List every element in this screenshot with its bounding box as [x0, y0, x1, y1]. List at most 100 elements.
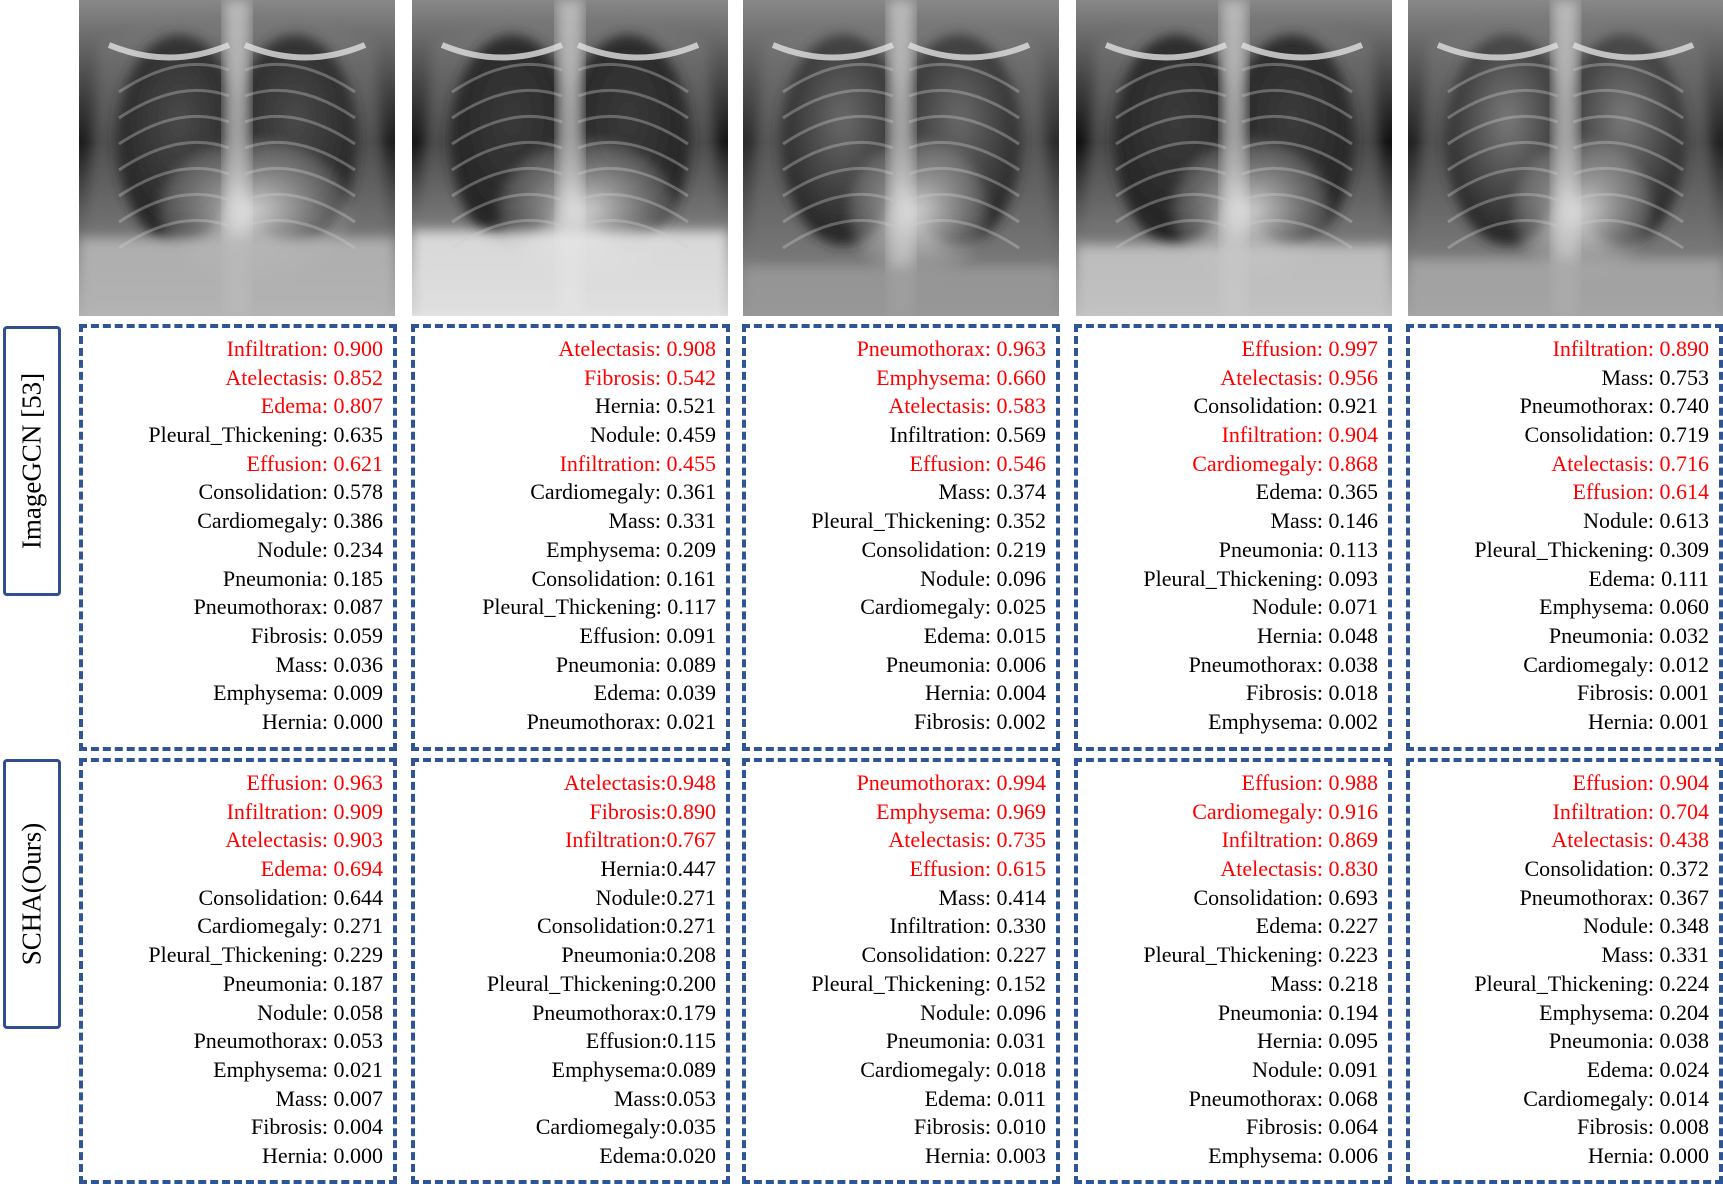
prediction-item: Nodule: 0.234: [257, 536, 383, 562]
prediction-panel-row2-col1: Effusion: 0.963 Infiltration: 0.909 Atelec…: [79, 758, 397, 1184]
prediction-item: Infiltration: 0.904: [1221, 422, 1378, 448]
prediction-item: Atelectasis: 0.852: [225, 364, 383, 390]
prediction-item: Emphysema:0.089: [551, 1056, 716, 1082]
prediction-panel-row2-col3: Pneumothorax: 0.994 Emphysema: 0.969 Atele…: [742, 758, 1060, 1184]
prediction-panel-row1-col5: Infiltration: 0.890 Mass: 0.753 Pneumothor…: [1406, 324, 1723, 751]
prediction-item: Hernia:0.447: [600, 856, 716, 882]
prediction-item: Nodule: 0.348: [1583, 913, 1709, 939]
prediction-item: Effusion: 0.615: [909, 856, 1046, 882]
prediction-list: Pneumothorax: 0.963 Emphysema: 0.660 Atele…: [811, 335, 1046, 737]
prediction-item: Pleural_Thickening:0.200: [486, 970, 716, 996]
xray-drawing: [1408, 0, 1723, 316]
prediction-item: Effusion: 0.546: [909, 450, 1046, 476]
prediction-item: Effusion: 0.621: [246, 450, 383, 476]
prediction-item: Atelectasis: 0.583: [888, 393, 1046, 419]
prediction-item: Atelectasis:0.948: [563, 770, 716, 795]
prediction-item: Pneumonia:0.208: [561, 942, 716, 968]
prediction-item: Emphysema: 0.660: [876, 364, 1046, 390]
prediction-item: Fibrosis: 0.010: [913, 1114, 1046, 1140]
prediction-item: Pleural_Thickening: 0.229: [148, 942, 383, 968]
prediction-panel-row1-col1: Infiltration: 0.900 Atelectasis: 0.852 Ede…: [79, 324, 397, 751]
prediction-item: Hernia: 0.000: [262, 1142, 383, 1168]
prediction-item: Emphysema: 0.969: [876, 798, 1046, 824]
prediction-item: Hernia: 0.000: [262, 708, 383, 734]
prediction-item: Atelectasis: 0.956: [1220, 364, 1378, 390]
xray-drawing: [743, 0, 1059, 316]
prediction-item: Consolidation: 0.372: [1524, 856, 1709, 882]
prediction-item: Effusion: 0.963: [246, 770, 383, 795]
prediction-item: Pneumonia: 0.031: [885, 1028, 1046, 1054]
prediction-item: Pneumothorax: 0.367: [1519, 884, 1709, 910]
prediction-item: Infiltration: 0.330: [889, 913, 1046, 939]
prediction-item: Cardiomegaly: 0.025: [860, 594, 1046, 620]
prediction-item: Consolidation: 0.644: [198, 884, 383, 910]
prediction-item: Infiltration: 0.890: [1552, 336, 1709, 361]
prediction-item: Pneumonia: 0.032: [1548, 622, 1709, 648]
prediction-item: Nodule: 0.091: [1252, 1056, 1378, 1082]
prediction-item: Pneumonia: 0.194: [1217, 999, 1378, 1025]
prediction-item: Pleural_Thickening: 0.224: [1474, 970, 1709, 996]
prediction-panel-row1-col4: Effusion: 0.997 Atelectasis: 0.956 Consoli…: [1074, 324, 1392, 751]
prediction-item: Pneumothorax:0.179: [532, 999, 716, 1025]
prediction-list: Pneumothorax: 0.994 Emphysema: 0.969 Atele…: [811, 769, 1046, 1171]
prediction-item: Hernia: 0.000: [1588, 1142, 1709, 1168]
prediction-item: Hernia: 0.001: [1588, 708, 1709, 734]
prediction-list: Atelectasis: 0.908 Fibrosis: 0.542 Hernia:…: [482, 335, 716, 737]
prediction-item: Emphysema: 0.060: [1539, 594, 1709, 620]
prediction-item: Cardiomegaly: 0.916: [1192, 798, 1378, 824]
prediction-item: Nodule: 0.096: [920, 999, 1046, 1025]
prediction-item: Hernia: 0.048: [1257, 622, 1378, 648]
prediction-item: Edema: 0.365: [1255, 479, 1378, 505]
prediction-item: Mass: 0.218: [1270, 970, 1378, 996]
prediction-item: Consolidation: 0.719: [1524, 422, 1709, 448]
prediction-item: Emphysema: 0.021: [213, 1056, 383, 1082]
prediction-item: Pleural_Thickening: 0.309: [1474, 536, 1709, 562]
prediction-list: Infiltration: 0.890 Mass: 0.753 Pneumothor…: [1474, 335, 1709, 737]
prediction-item: Hernia: 0.521: [595, 393, 716, 419]
prediction-item: Edema: 0.111: [1588, 565, 1709, 591]
prediction-panel-row2-col4: Effusion: 0.988 Cardiomegaly: 0.916 Infilt…: [1074, 758, 1392, 1184]
prediction-item: Pneumothorax: 0.740: [1519, 393, 1709, 419]
prediction-item: Pneumothorax: 0.963: [856, 336, 1046, 361]
prediction-item: Effusion: 0.997: [1241, 336, 1378, 361]
prediction-item: Pneumonia: 0.187: [222, 970, 383, 996]
prediction-item: Pleural_Thickening: 0.117: [482, 594, 716, 620]
prediction-item: Fibrosis: 0.008: [1576, 1114, 1709, 1140]
prediction-item: Pneumonia: 0.038: [1548, 1028, 1709, 1054]
prediction-item: Fibrosis: 0.004: [250, 1114, 383, 1140]
prediction-item: Fibrosis:0.890: [589, 798, 716, 824]
prediction-item: Effusion:0.115: [585, 1028, 716, 1054]
row-label-scha: SCHA(Ours): [3, 759, 61, 1029]
xray-image-3: [743, 0, 1059, 316]
prediction-item: Mass:0.053: [613, 1085, 716, 1111]
prediction-list: Effusion: 0.963 Infiltration: 0.909 Atelec…: [148, 769, 383, 1171]
prediction-list: Effusion: 0.997 Atelectasis: 0.956 Consoli…: [1143, 335, 1378, 737]
prediction-item: Edema: 0.227: [1255, 913, 1378, 939]
prediction-item: Cardiomegaly: 0.018: [860, 1056, 1046, 1082]
prediction-item: Pneumonia: 0.089: [555, 651, 716, 677]
xray-drawing: [79, 0, 395, 316]
prediction-item: Mass: 0.414: [938, 884, 1046, 910]
prediction-item: Emphysema: 0.002: [1208, 708, 1378, 734]
prediction-item: Mass: 0.007: [275, 1085, 383, 1111]
xray-drawing: [1076, 0, 1392, 316]
prediction-item: Atelectasis: 0.735: [888, 827, 1046, 853]
prediction-item: Pneumothorax: 0.087: [193, 594, 383, 620]
prediction-item: Infiltration: 0.909: [226, 798, 383, 824]
prediction-list: Atelectasis:0.948 Fibrosis:0.890 Infiltrat…: [487, 769, 716, 1171]
xray-image-4: [1076, 0, 1392, 316]
prediction-item: Effusion: 0.091: [579, 622, 716, 648]
prediction-item: Pneumothorax: 0.068: [1188, 1085, 1378, 1111]
prediction-item: Edema: 0.039: [593, 680, 716, 706]
prediction-item: Pleural_Thickening: 0.223: [1143, 942, 1378, 968]
prediction-panel-row2-col5: Effusion: 0.904 Infiltration: 0.704 Atelec…: [1406, 758, 1723, 1184]
prediction-item: Cardiomegaly: 0.012: [1523, 651, 1709, 677]
prediction-item: Infiltration: 0.900: [226, 336, 383, 361]
prediction-item: Pleural_Thickening: 0.093: [1143, 565, 1378, 591]
prediction-item: Consolidation: 0.227: [861, 942, 1046, 968]
prediction-item: Mass: 0.374: [938, 479, 1046, 505]
prediction-item: Emphysema: 0.209: [546, 536, 716, 562]
prediction-item: Pleural_Thickening: 0.635: [148, 422, 383, 448]
prediction-item: Mass: 0.331: [1601, 942, 1709, 968]
prediction-item: Mass: 0.146: [1270, 508, 1378, 534]
